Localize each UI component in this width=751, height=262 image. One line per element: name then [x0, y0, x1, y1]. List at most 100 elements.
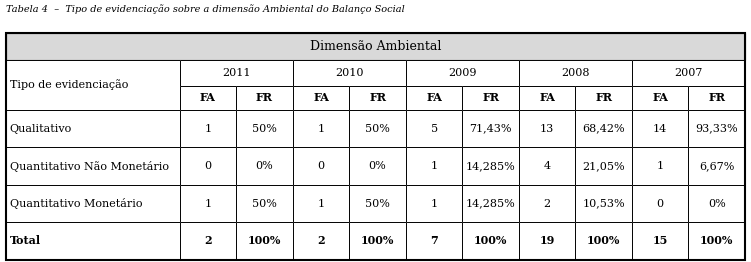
Text: 0%: 0% — [708, 199, 725, 209]
Bar — [575, 222, 632, 260]
Bar — [632, 147, 689, 185]
Bar — [519, 147, 575, 185]
Bar — [632, 110, 689, 147]
Bar — [463, 185, 519, 222]
Bar — [406, 222, 463, 260]
Text: 50%: 50% — [252, 124, 277, 134]
Bar — [575, 86, 632, 110]
Bar — [632, 222, 689, 260]
Bar — [575, 185, 632, 222]
Bar — [406, 86, 463, 110]
Text: 0: 0 — [204, 161, 212, 171]
Bar — [575, 110, 632, 147]
Bar — [406, 222, 463, 260]
Bar — [349, 147, 406, 185]
Text: Dimensão Ambiental: Dimensão Ambiental — [310, 40, 441, 53]
Text: FR: FR — [482, 92, 499, 103]
Text: 0%: 0% — [255, 161, 273, 171]
Bar — [689, 86, 745, 110]
Text: Quantitativo Monetário: Quantitativo Monetário — [10, 198, 142, 209]
Bar — [519, 110, 575, 147]
Bar — [349, 86, 406, 110]
Bar — [237, 222, 293, 260]
Text: 0: 0 — [656, 199, 664, 209]
Text: 1: 1 — [318, 199, 324, 209]
Bar — [406, 59, 519, 86]
Bar — [689, 86, 745, 110]
Text: 2: 2 — [544, 199, 550, 209]
Bar — [293, 222, 349, 260]
Bar — [463, 110, 519, 147]
Bar — [237, 110, 293, 147]
Text: 100%: 100% — [248, 236, 281, 247]
Bar — [349, 185, 406, 222]
Text: 1: 1 — [656, 161, 664, 171]
Bar — [632, 185, 689, 222]
Text: 4: 4 — [544, 161, 550, 171]
Text: FA: FA — [539, 92, 555, 103]
Bar — [349, 86, 406, 110]
Bar — [237, 185, 293, 222]
Bar — [689, 185, 745, 222]
Bar — [406, 185, 463, 222]
Bar — [293, 147, 349, 185]
Bar — [463, 147, 519, 185]
Bar — [632, 59, 745, 86]
Bar — [6, 33, 745, 59]
Text: Tabela 4  –  Tipo de evidenciação sobre a dimensão Ambiental do Balanço Social: Tabela 4 – Tipo de evidenciação sobre a … — [6, 4, 405, 14]
Text: Quantitativo Não Monetário: Quantitativo Não Monetário — [10, 161, 169, 172]
Bar — [179, 86, 237, 110]
Bar — [237, 222, 293, 260]
Text: 50%: 50% — [365, 199, 390, 209]
Text: 2010: 2010 — [335, 68, 363, 78]
Bar — [406, 147, 463, 185]
Text: Qualitativo: Qualitativo — [10, 124, 72, 134]
Bar — [575, 86, 632, 110]
Text: 2007: 2007 — [674, 68, 703, 78]
Bar — [179, 59, 293, 86]
Bar — [519, 185, 575, 222]
Bar — [689, 147, 745, 185]
Bar — [179, 185, 237, 222]
Bar — [463, 86, 519, 110]
Bar — [6, 222, 179, 260]
Text: 5: 5 — [430, 124, 438, 134]
Bar — [632, 110, 689, 147]
Bar — [237, 147, 293, 185]
Bar — [575, 147, 632, 185]
Bar — [293, 86, 349, 110]
Text: 7: 7 — [430, 236, 438, 247]
Bar — [463, 222, 519, 260]
Text: 14,285%: 14,285% — [466, 161, 515, 171]
Bar — [689, 222, 745, 260]
Bar — [6, 185, 179, 222]
Bar — [293, 147, 349, 185]
Bar — [463, 110, 519, 147]
Text: 100%: 100% — [700, 236, 734, 247]
Text: 100%: 100% — [587, 236, 620, 247]
Bar — [519, 59, 632, 86]
Bar — [179, 147, 237, 185]
Bar — [689, 110, 745, 147]
Text: 2011: 2011 — [222, 68, 250, 78]
Bar — [6, 110, 179, 147]
Text: 1: 1 — [204, 199, 212, 209]
Text: 21,05%: 21,05% — [582, 161, 625, 171]
Text: 1: 1 — [430, 161, 438, 171]
Text: 0%: 0% — [369, 161, 387, 171]
Bar — [237, 185, 293, 222]
Text: 14,285%: 14,285% — [466, 199, 515, 209]
Bar — [463, 147, 519, 185]
Bar — [293, 59, 406, 86]
Bar — [237, 147, 293, 185]
Bar — [519, 86, 575, 110]
Text: FR: FR — [369, 92, 386, 103]
Bar — [179, 59, 293, 86]
Bar — [179, 222, 237, 260]
Text: 19: 19 — [539, 236, 555, 247]
Bar — [689, 222, 745, 260]
Bar — [293, 86, 349, 110]
Bar — [6, 33, 745, 59]
Text: 68,42%: 68,42% — [582, 124, 625, 134]
Text: 10,53%: 10,53% — [582, 199, 625, 209]
